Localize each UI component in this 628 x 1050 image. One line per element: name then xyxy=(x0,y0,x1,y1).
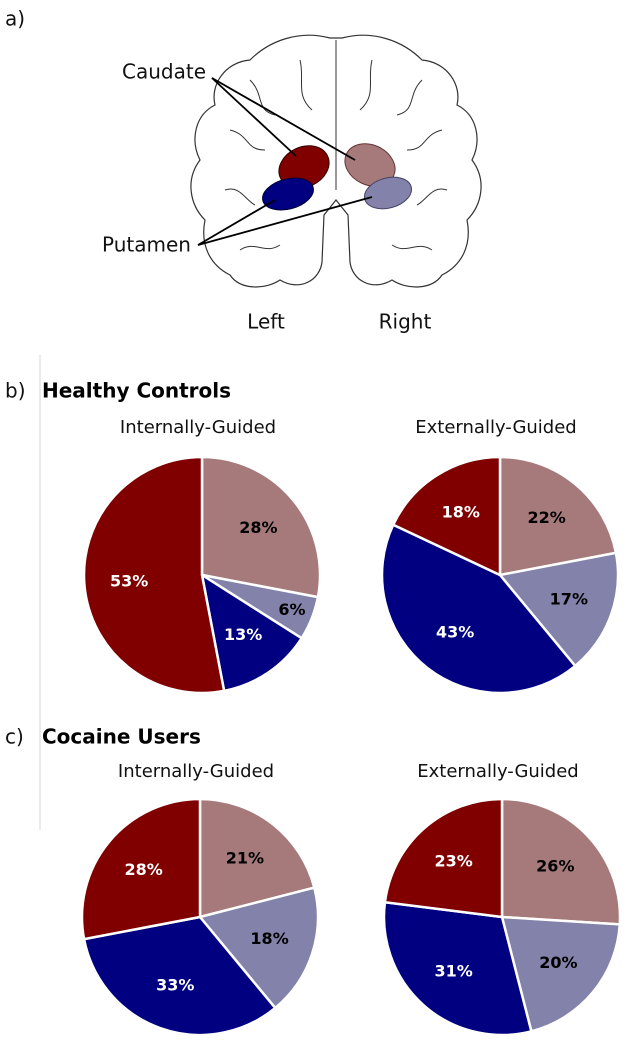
right-label: Right xyxy=(379,310,432,334)
slice-label: 20% xyxy=(539,953,577,972)
pie-slice xyxy=(380,523,577,695)
slice-label: 26% xyxy=(536,856,574,875)
slice-label: 21% xyxy=(226,849,264,868)
pie-title: Externally-Guided xyxy=(417,761,578,782)
pie-slice xyxy=(200,572,304,693)
slice-label: 28% xyxy=(124,860,162,879)
pointer xyxy=(211,77,297,157)
slice-label: 6% xyxy=(278,600,305,619)
panel-title: Cocaine Users xyxy=(42,725,201,749)
pie-title: Internally-Guided xyxy=(120,417,276,438)
pie-slice xyxy=(498,455,618,577)
pie-slice xyxy=(391,455,502,577)
pointer xyxy=(211,77,356,161)
pie-title: Externally-Guided xyxy=(415,417,576,438)
slice-label: 31% xyxy=(434,961,472,980)
right-caudate xyxy=(344,143,396,187)
pie-slice xyxy=(382,900,533,1037)
pie-slice xyxy=(500,915,622,1033)
panel-label: c) xyxy=(5,725,24,749)
slice-label: 18% xyxy=(442,503,480,522)
putamen-label: Putamen xyxy=(102,233,191,257)
pointer xyxy=(197,196,373,246)
caudate-label: Caudate xyxy=(122,60,206,84)
slice-label: 33% xyxy=(156,975,194,994)
pie-slice xyxy=(80,797,202,941)
slice-label: 18% xyxy=(250,929,288,948)
slice-label: 23% xyxy=(434,852,472,871)
slice-label: 28% xyxy=(239,518,277,537)
brain-outline xyxy=(190,34,482,288)
slice-label: 17% xyxy=(550,589,588,608)
pie-slice xyxy=(82,455,226,695)
pie-title: Internally-Guided xyxy=(118,761,274,782)
pie-slice xyxy=(383,797,504,919)
panel-title: Healthy Controls xyxy=(42,379,231,403)
slice-label: 22% xyxy=(527,508,565,527)
slice-label: 43% xyxy=(436,622,474,641)
slice-label: 53% xyxy=(110,571,148,590)
pie-slice xyxy=(197,886,320,1010)
panel-label: b) xyxy=(5,379,26,403)
left-label: Left xyxy=(247,310,285,334)
pie-slice xyxy=(82,915,277,1037)
pie-slice xyxy=(198,797,316,919)
panel-label: a) xyxy=(5,7,25,31)
pie-slice xyxy=(497,551,620,668)
left-putamen xyxy=(262,177,314,211)
pie-slice xyxy=(500,797,622,926)
pie-slice xyxy=(200,455,322,599)
pointer xyxy=(197,199,276,246)
slice-label: 13% xyxy=(224,625,262,644)
